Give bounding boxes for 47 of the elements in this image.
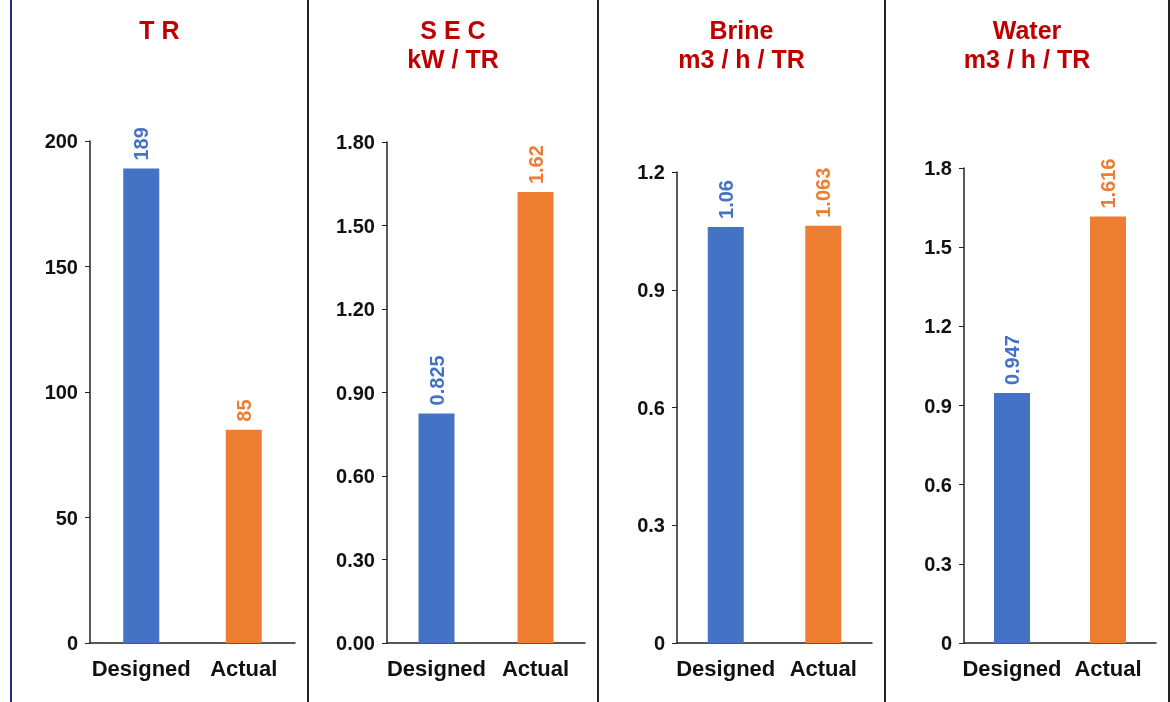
y-tick-label: 0.3: [637, 514, 665, 537]
x-tick-label: Actual: [501, 655, 570, 681]
chart-title: Brine: [709, 15, 774, 44]
x-tick-label: Designed: [386, 655, 487, 681]
y-tick-label: 1.50: [336, 214, 375, 237]
data-label: 0.947: [1001, 335, 1023, 386]
x-tick-label: Actual: [1074, 655, 1142, 681]
y-tick-label: 0.6: [924, 473, 952, 496]
data-label: 1.063: [812, 167, 835, 218]
x-tick-label: Designed: [91, 655, 191, 681]
data-label: 0.825: [425, 355, 448, 406]
data-label: 85: [232, 399, 255, 422]
y-tick-label: 1.2: [924, 315, 952, 338]
data-label: 1.616: [1097, 158, 1119, 209]
y-tick-label: 1.8: [924, 157, 952, 179]
data-label: 189: [130, 127, 153, 161]
chart-subtitle: m3 / h / TR: [963, 44, 1091, 73]
y-tick-label: 1.20: [336, 298, 375, 320]
chart-title: Water: [992, 15, 1062, 44]
x-tick-label: Actual: [789, 655, 857, 681]
y-tick-label: 0: [66, 632, 78, 654]
x-tick-label: Actual: [210, 655, 278, 681]
y-tick-label: 0.30: [336, 548, 375, 571]
y-tick-label: 1.2: [637, 161, 665, 183]
chart-subtitle: kW / TR: [407, 44, 499, 73]
y-tick-label: 1.80: [336, 131, 375, 153]
y-tick-label: 0.00: [336, 632, 375, 654]
data-label: 1.06: [714, 180, 737, 219]
data-label: 1.62: [524, 145, 547, 185]
chart-subtitle: m3 / h / TR: [678, 44, 805, 73]
y-tick-label: 0: [940, 632, 952, 654]
chart-title: S E C: [420, 15, 486, 44]
y-tick-label: 50: [55, 506, 78, 529]
y-tick-label: 1.5: [924, 236, 952, 259]
y-tick-label: 100: [44, 381, 78, 403]
y-tick-label: 200: [44, 130, 78, 152]
y-tick-label: 0.60: [336, 465, 375, 487]
y-tick-label: 0.9: [637, 278, 665, 301]
y-tick-label: 0.3: [924, 552, 952, 575]
x-tick-label: Designed: [676, 655, 776, 681]
y-tick-label: 0: [653, 632, 665, 654]
chart-title: T R: [139, 15, 180, 44]
y-tick-label: 150: [44, 255, 78, 278]
y-tick-label: 0.9: [924, 394, 952, 417]
x-tick-label: Designed: [962, 655, 1062, 681]
y-tick-label: 0.90: [336, 381, 375, 404]
y-tick-label: 0.6: [637, 396, 665, 419]
